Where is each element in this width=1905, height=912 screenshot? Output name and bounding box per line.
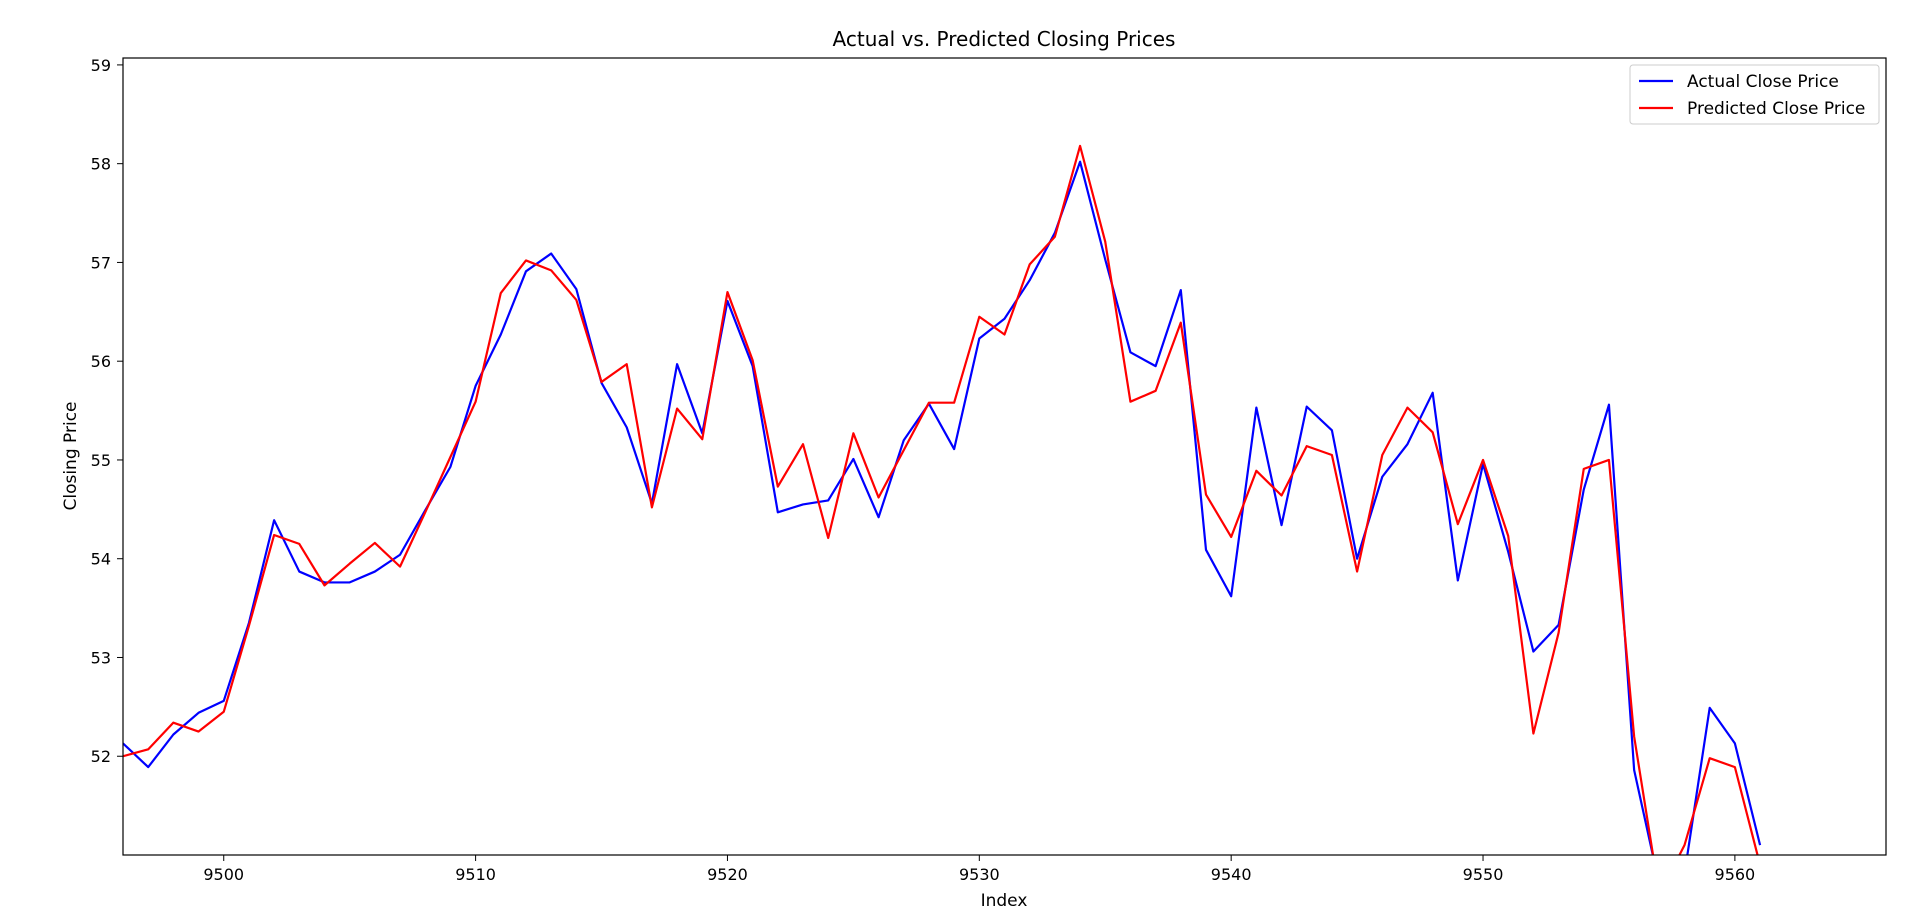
legend-box [1629, 64, 1880, 125]
y-tick-label: 55 [91, 451, 111, 470]
legend-label-actual: Actual Close Price [1687, 72, 1839, 92]
legend-label-predicted: Predicted Close Price [1687, 99, 1865, 119]
x-axis: 9500 9510 9520 9530 9540 9550 9560 [203, 855, 1755, 884]
series-line-predicted [123, 144, 1759, 855]
y-tick-label: 53 [91, 648, 111, 667]
plot-frame [122, 57, 1887, 856]
series-line-actual [123, 160, 1762, 855]
x-axis-label: Index [981, 891, 1028, 911]
y-axis-label: Closing Price [61, 401, 81, 510]
x-tick-label: 9560 [1715, 865, 1756, 884]
x-tick-label: 9540 [1211, 865, 1252, 884]
y-axis: 52 53 54 55 56 57 58 59 [91, 56, 123, 766]
y-tick-label: 52 [91, 747, 111, 766]
chart-title: Actual vs. Predicted Closing Prices [833, 27, 1176, 51]
y-tick-label: 59 [91, 56, 111, 75]
y-tick-label: 57 [91, 253, 111, 272]
y-tick-label: 56 [91, 352, 111, 371]
x-tick-label: 9500 [203, 865, 244, 884]
legend: Actual Close Price Predicted Close Price [1629, 64, 1880, 125]
x-tick-label: 9530 [959, 865, 1000, 884]
x-tick-label: 9510 [455, 865, 496, 884]
y-tick-label: 54 [91, 550, 111, 569]
series-layer [123, 144, 1762, 855]
x-tick-label: 9550 [1463, 865, 1504, 884]
x-tick-label: 9520 [707, 865, 748, 884]
y-tick-label: 58 [91, 155, 111, 174]
